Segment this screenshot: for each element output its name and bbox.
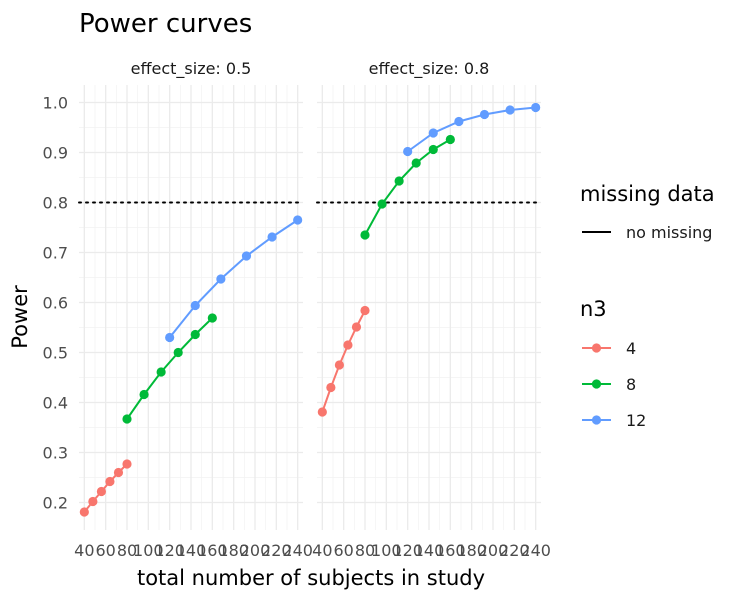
facet-panel-2: effect_size: 0.8 40 60 80100120140160180200… <box>312 59 551 560</box>
x-tick-label: 120 <box>392 541 423 560</box>
data-point-n3-8 <box>190 329 200 340</box>
x-tick-label: 40 <box>74 541 94 560</box>
legend-color-entries: 4 8 12 <box>582 339 646 430</box>
data-point-n3-4 <box>88 496 98 507</box>
x-tick-label: 80 <box>355 541 375 560</box>
legend-key-point-n3-4 <box>591 343 602 353</box>
y-tick-label: 0.9 <box>43 144 68 163</box>
data-point-n3-8 <box>139 389 149 400</box>
legend-key-point-n3-8 <box>591 379 602 389</box>
x-tick-label: 60 <box>333 541 353 560</box>
x-tick-label: 100 <box>133 541 164 560</box>
x-tick-label: 200 <box>240 541 271 560</box>
series-line-n3-12 <box>168 219 299 339</box>
data-point-n3-4 <box>96 486 106 497</box>
data-point-n3-8 <box>207 313 217 323</box>
data-point-n3-12 <box>190 300 200 311</box>
x-tick-label: 80 <box>117 541 137 560</box>
data-point-n3-12 <box>241 251 252 261</box>
data-point-n3-12 <box>165 332 175 343</box>
data-point-n3-12 <box>403 146 413 157</box>
data-point-n3-4 <box>351 322 362 332</box>
legend-label-n3-12: 12 <box>626 411 646 430</box>
y-tick-label: 0.5 <box>43 344 68 363</box>
data-point-n3-4 <box>79 507 89 517</box>
legend-linetype-label-no-missing: no missing <box>626 223 712 242</box>
x-tick-label: 160 <box>435 541 466 560</box>
legend-label-n3-8: 8 <box>626 375 636 394</box>
x-tick-label: 40 <box>312 541 332 560</box>
data-point-n3-4 <box>122 459 132 469</box>
x-tick-label: 160 <box>197 541 228 560</box>
data-point-n3-12 <box>479 109 490 120</box>
data-point-n3-4 <box>360 305 370 316</box>
facet-panels: effect_size: 0.540 60 80100120140160180200… <box>43 59 551 560</box>
x-tick-label: 220 <box>261 541 292 560</box>
y-tick-label: 0.6 <box>43 294 68 313</box>
facet-strip-label: effect_size: 0.5 <box>131 59 252 79</box>
y-tick-label: 0.7 <box>43 244 68 263</box>
legend: missing data no missing n3 4 8 12 <box>580 182 715 430</box>
data-point-n3-8 <box>173 347 183 358</box>
y-tick-label: 0.2 <box>43 494 68 513</box>
x-tick-label: 120 <box>154 541 185 560</box>
data-point-n3-4 <box>105 476 115 487</box>
y-tick-label: 0.8 <box>43 194 68 213</box>
x-tick-label: 180 <box>456 541 487 560</box>
y-tick-label: 1.0 <box>43 94 68 113</box>
x-tick-label: 140 <box>176 541 207 560</box>
data-point-n3-4 <box>317 407 327 417</box>
x-tick-label: 100 <box>371 541 402 560</box>
y-axis-title: Power <box>8 285 32 349</box>
data-point-n3-4 <box>113 467 124 478</box>
x-tick-label: 240 <box>520 541 551 560</box>
facet-panel-1: effect_size: 0.5 40 60 80100120140160180200… <box>74 59 313 560</box>
x-axis-title: total number of subjects in study <box>137 566 485 590</box>
x-tick-label: 240 <box>282 541 313 560</box>
data-point-n3-8 <box>360 230 370 240</box>
legend-label-n3-4: 4 <box>626 339 636 358</box>
data-point-n3-4 <box>326 382 336 393</box>
chart-title: Power curves <box>79 9 252 39</box>
x-tick-label: 60 <box>95 541 115 560</box>
data-point-n3-12 <box>505 105 515 115</box>
data-point-n3-8 <box>411 158 421 168</box>
facet-strip-label: effect_size: 0.8 <box>369 59 490 79</box>
data-point-n3-12 <box>216 274 226 284</box>
data-point-n3-4 <box>334 360 344 370</box>
data-point-n3-8 <box>377 199 387 209</box>
data-point-n3-12 <box>428 128 438 138</box>
data-point-n3-4 <box>343 340 353 350</box>
data-point-n3-8 <box>122 414 132 424</box>
legend-key-point-n3-12 <box>591 415 602 425</box>
y-tick-label: 0.4 <box>43 394 68 413</box>
data-point-n3-8 <box>428 144 438 155</box>
x-tick-label: 180 <box>218 541 249 560</box>
legend-color-title: n3 <box>580 297 607 321</box>
x-tick-label: 140 <box>414 541 445 560</box>
data-point-n3-12 <box>293 215 303 225</box>
data-point-n3-8 <box>445 134 455 145</box>
data-point-n3-12 <box>454 116 464 127</box>
x-tick-label: 220 <box>499 541 530 560</box>
legend-linetype-title: missing data <box>580 182 715 206</box>
data-point-n3-8 <box>394 176 404 186</box>
data-point-n3-8 <box>156 367 166 377</box>
y-tick-label: 0.3 <box>43 444 68 463</box>
x-tick-label: 200 <box>478 541 509 560</box>
data-point-n3-12 <box>531 102 541 113</box>
data-point-n3-12 <box>267 232 277 242</box>
